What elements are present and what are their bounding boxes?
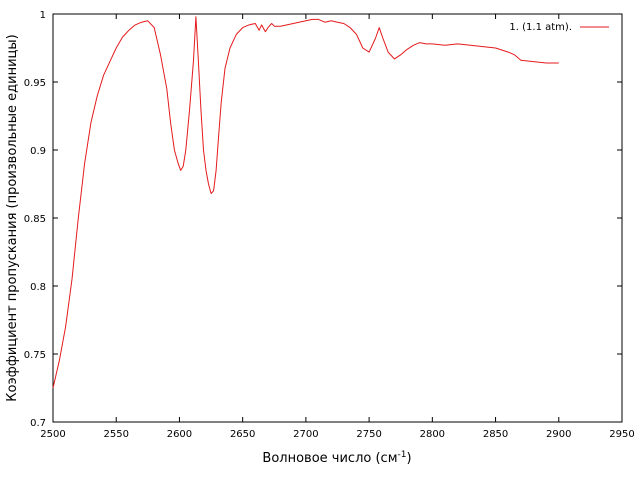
x-axis-label-suffix: ) <box>406 451 411 466</box>
x-tick-label: 2900 <box>546 429 571 440</box>
y-tick-label: 0.7 <box>30 418 46 429</box>
y-tick-label: 1 <box>40 10 46 21</box>
x-axis-label: Волновое число (см-1) <box>262 450 411 466</box>
y-tick-label: 0.9 <box>30 146 46 157</box>
x-tick-label: 2800 <box>420 429 445 440</box>
x-tick-label: 2950 <box>609 429 634 440</box>
series-line-0 <box>52 16 559 389</box>
y-tick-label: 0.85 <box>24 214 46 225</box>
y-axis-label: Коэффициент пропускания (произвольные ед… <box>5 34 20 401</box>
y-tick-label: 0.95 <box>24 78 46 89</box>
y-tick-label: 0.75 <box>24 350 46 361</box>
plot-frame <box>52 13 623 423</box>
axis-ticks: 2500 2550 2600 2650 2700 2750 2800 2850 2900 2950… <box>24 10 635 440</box>
legend: 1. (1.1 atm). <box>509 22 609 33</box>
x-tick-label: 2700 <box>293 429 318 440</box>
y-tick-label: 0.8 <box>30 282 46 293</box>
x-axis-label-text: Волновое число (см <box>262 451 397 466</box>
legend-label: 1. (1.1 atm). <box>509 22 572 33</box>
x-tick-label: 2650 <box>230 429 255 440</box>
x-tick-label: 2750 <box>356 429 381 440</box>
x-axis-label-sup: -1 <box>398 450 407 460</box>
series-layer <box>52 16 559 389</box>
x-tick-label: 2850 <box>483 429 508 440</box>
x-tick-label: 2550 <box>103 429 128 440</box>
x-tick-label: 2500 <box>40 429 65 440</box>
x-tick-label: 2600 <box>167 429 192 440</box>
